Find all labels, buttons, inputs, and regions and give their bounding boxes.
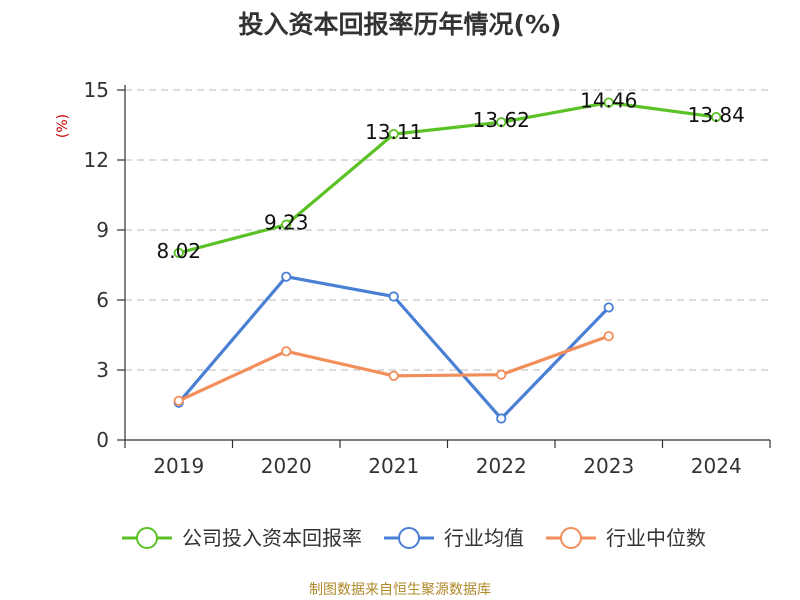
y-tick-label: 0 [96,428,109,452]
series-1: 8.02 9.23 13.11 13.62 14.46 13.84 [156,89,744,263]
data-point [496,413,507,424]
legend-marker [560,527,582,549]
x-tick-label: 2022 [476,454,527,478]
data-point [496,369,507,380]
data-point [388,291,399,302]
data-point [173,395,184,406]
data-label: 13.62 [473,108,530,132]
series-2 [173,271,614,424]
x-tick-label: 2021 [368,454,419,478]
data-point [603,331,614,342]
series-line [177,100,718,255]
legend: 公司投入资本回报率 行业均值 行业中位数 [122,526,706,550]
legend-item-1: 公司投入资本回报率 [122,526,362,550]
legend-label: 行业中位数 [606,526,706,550]
legend-item-3: 行业中位数 [546,526,706,550]
series-3 [173,331,614,406]
series-line [177,334,611,403]
data-label: 9.23 [264,211,309,235]
x-tick-label: 2023 [583,454,634,478]
data-point [388,370,399,381]
data-label: 8.02 [156,239,201,263]
grid-lines [125,89,770,371]
axes: 0 3 6 9 12 15 2019 2020 2021 2022 2023 2024 [84,78,771,478]
x-tick-label: 2024 [691,454,742,478]
data-point [281,346,292,357]
data-point [603,302,614,313]
legend-marker [136,527,158,549]
y-tick-label: 15 [84,78,109,102]
y-tick-label: 3 [96,358,109,382]
data-point [496,117,507,128]
x-tick-label: 2019 [153,454,204,478]
data-point [603,97,614,108]
chart-title: 投入资本回报率历年情况(%) [239,10,562,39]
legend-label: 公司投入资本回报率 [182,526,362,550]
data-label: 13.11 [365,120,422,144]
legend-label: 行业均值 [444,526,524,550]
x-tick-label: 2020 [261,454,312,478]
legend-marker [398,527,420,549]
source-note: 制图数据来自恒生聚源数据库 [309,582,491,598]
data-point [281,271,292,282]
y-tick-label: 6 [96,288,109,312]
y-tick-label: 9 [96,218,109,242]
data-point [388,129,399,140]
data-label: 14.46 [580,89,637,113]
y-axis-label: (%) [55,114,71,138]
data-point [711,111,722,123]
y-tick-label: 12 [84,148,109,172]
series-group: 8.02 9.23 13.11 13.62 14.46 13.84 [156,89,745,424]
data-label: 13.84 [688,103,745,127]
data-point [173,247,184,258]
legend-item-2: 行业均值 [384,526,524,550]
data-point [281,219,292,230]
